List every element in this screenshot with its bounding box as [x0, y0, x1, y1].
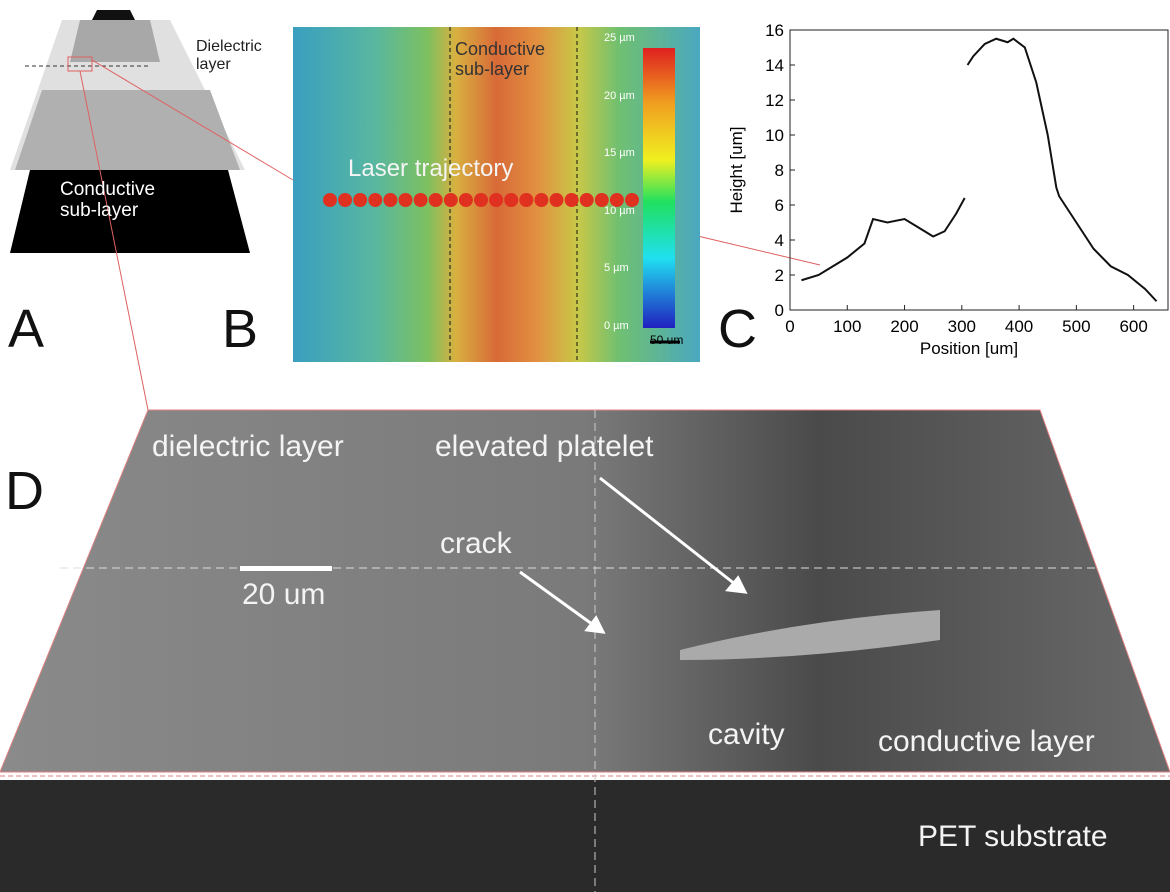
y-tick-label: 16	[765, 21, 784, 40]
line	[968, 39, 1157, 302]
height-profile: 0 2 4 6 8 10 12 14 16 0 100 200 300 400 500 600 Position…	[727, 21, 1168, 358]
panel-letter: B	[222, 300, 258, 359]
x-tick-label: 400	[1005, 317, 1033, 336]
label: Dielectric layer	[196, 38, 266, 73]
panel-letter: A	[8, 300, 44, 359]
x-tick-label: 100	[833, 317, 861, 336]
x-tick-label: 200	[890, 317, 918, 336]
x-tick-label: 500	[1062, 317, 1090, 336]
label: dielectric layer	[152, 430, 344, 463]
x-tick-label: 0	[785, 317, 794, 336]
colorbar-label: 5 µm	[604, 262, 629, 274]
colorbar-label: 20 µm	[604, 90, 635, 102]
x-tick-label: 300	[948, 317, 976, 336]
figure: 0 2 4 6 8 10 12 14 16 0 100 200 300 400 500 600 Position…	[0, 0, 1170, 892]
y-tick-label: 2	[775, 266, 784, 285]
y-tick-label: 0	[775, 301, 784, 320]
x-axis-label: Position [um]	[920, 339, 1018, 358]
y-tick-label: 4	[775, 231, 784, 250]
label: crack	[440, 527, 512, 560]
label: Conductive sub-layer	[60, 180, 180, 222]
x-tick-label: 600	[1119, 317, 1147, 336]
scale-label: 20 um	[242, 578, 325, 611]
y-tick-label: 12	[765, 91, 784, 110]
panel-letter: C	[718, 300, 757, 359]
y-tick-label: 14	[765, 56, 784, 75]
y-axis-label: Height [um]	[727, 127, 746, 214]
colorbar-label: 25 µm	[604, 32, 635, 44]
plot-frame	[790, 30, 1168, 310]
label: cavity	[708, 718, 785, 751]
label: PET substrate	[918, 820, 1108, 853]
label: conductive layer	[878, 725, 1095, 758]
colorbar-label: 15 µm	[604, 147, 635, 159]
scale-label: 50 um	[650, 334, 683, 347]
line	[801, 198, 964, 280]
colorbar-label: 0 µm	[604, 320, 629, 332]
label: Conductive sub-layer	[455, 40, 565, 80]
panel-letter: D	[5, 462, 44, 521]
y-tick-label: 10	[765, 126, 784, 145]
label: Laser trajectory	[348, 156, 513, 182]
colorbar-label: 10 µm	[604, 205, 635, 217]
y-tick-label: 6	[775, 196, 784, 215]
label: elevated platelet	[435, 430, 654, 463]
y-tick-label: 8	[775, 161, 784, 180]
